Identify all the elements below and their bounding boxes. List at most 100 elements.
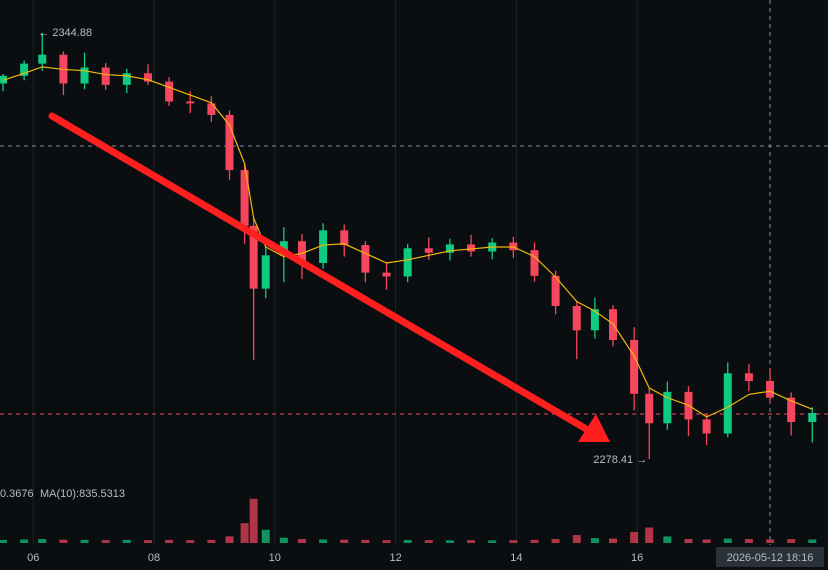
volume-bar (445, 540, 454, 543)
candle-body (723, 373, 732, 434)
volume-bar (361, 539, 370, 543)
volume-bar (38, 539, 47, 543)
volume-bar (340, 539, 349, 543)
candle-body (702, 419, 711, 434)
x-tick-label: 16 (631, 552, 643, 564)
volume-bar (787, 539, 796, 543)
volume-bar (20, 539, 29, 543)
ma-line (2, 66, 813, 418)
volume-bar (590, 538, 599, 543)
volume-bar (424, 540, 433, 543)
candle-body (122, 73, 131, 85)
volume-bar (630, 531, 639, 543)
candle-body (101, 67, 110, 85)
arrow-shaft (48, 112, 592, 434)
volume-bar (645, 527, 654, 543)
candle-body (467, 244, 476, 252)
volume-bar (608, 538, 617, 543)
candle-body (382, 272, 391, 277)
volume-bar (143, 540, 152, 543)
volume-bar (572, 535, 581, 543)
x-tick-label: 08 (148, 552, 160, 564)
candle-body (403, 248, 412, 277)
trend-arrow (48, 112, 610, 442)
volume-bar (101, 540, 110, 543)
candle-body (663, 391, 672, 424)
volume-bar (122, 539, 131, 543)
x-tick-label: 12 (389, 552, 401, 564)
candle-body (630, 339, 639, 394)
volume-bar (551, 539, 560, 543)
candle-body (361, 245, 370, 273)
candle-body (80, 67, 89, 84)
volume-bar (766, 539, 775, 543)
candle-body (225, 114, 234, 171)
volume-panel (0, 498, 817, 543)
volume-bar (59, 539, 68, 543)
candle-body (340, 230, 349, 246)
low-label: 2278.41 → (593, 454, 647, 466)
candle-body (207, 103, 216, 115)
candle-body (249, 225, 258, 289)
volume-bar (80, 539, 89, 543)
volume-bar (297, 539, 306, 543)
volume-ma-label: MA(10):835.5313 (40, 488, 125, 500)
arrow-head (578, 414, 610, 442)
candle-body (551, 275, 560, 306)
volume-bar (702, 539, 711, 543)
candle-body (530, 250, 539, 276)
high-label: ← 2344.88 (38, 27, 92, 39)
volume-bar (723, 538, 732, 543)
candle-body (590, 309, 599, 331)
x-tick-label: 14 (510, 552, 522, 564)
candle-body (424, 248, 433, 253)
volume-label: 0.3676 (0, 488, 34, 500)
crosshair-label: 2026-05-12 18:16 (727, 552, 814, 564)
candle-body (808, 413, 817, 422)
candle-body (240, 170, 249, 226)
candle-body (143, 73, 152, 82)
volume-bar (467, 540, 476, 543)
candle-body (319, 230, 328, 264)
volume-bar (249, 498, 258, 543)
volume-bar (261, 529, 270, 543)
volume-bar (663, 536, 672, 543)
volume-bar (0, 539, 8, 543)
candle-body (297, 241, 306, 264)
candle-body (20, 63, 29, 76)
candle-body (572, 305, 581, 331)
grid (0, 0, 828, 545)
candle-body (509, 242, 518, 251)
candle-body (645, 393, 654, 424)
volume-bar (279, 537, 288, 543)
volume-bar (382, 540, 391, 543)
candle-body (261, 255, 270, 289)
x-tick-label: 06 (27, 552, 39, 564)
volume-bar (240, 523, 249, 543)
volume-bar (319, 539, 328, 543)
crosshair-label-box (716, 547, 825, 567)
candle-body (445, 244, 454, 253)
volume-bar (225, 536, 234, 543)
volume-bar (186, 540, 195, 543)
candle-body (744, 373, 753, 381)
candle-body (186, 101, 195, 104)
x-tick-label: 10 (269, 552, 281, 564)
volume-bar (684, 539, 693, 543)
volume-bar (808, 539, 817, 543)
x-axis-band (0, 545, 828, 570)
volume-bar (744, 539, 753, 543)
candle-body (787, 397, 796, 422)
volume-bar (488, 540, 497, 543)
candle-body (766, 380, 775, 398)
candle-body (38, 54, 47, 64)
volume-bar (403, 539, 412, 543)
x-axis: 06 08 10 12 14 16 2026-05-12 18:16 (27, 547, 825, 567)
candle-body (165, 81, 174, 102)
labels: ← 2344.88 2278.41 → 0.3676 MA(10):835.5313 (0, 27, 647, 500)
volume-bar (207, 539, 216, 543)
volume-bar (165, 539, 174, 543)
